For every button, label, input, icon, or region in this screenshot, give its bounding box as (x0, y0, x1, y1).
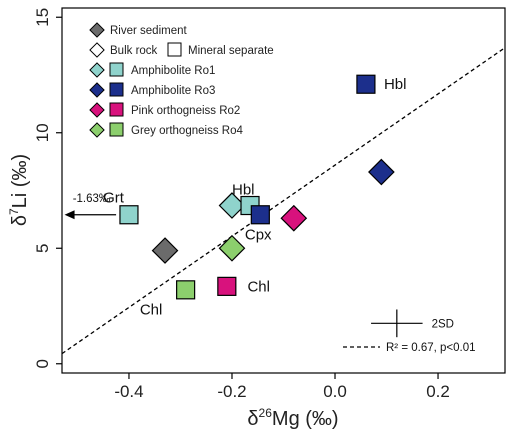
y-axis-label: δ7Li (‰) (7, 154, 31, 226)
legend-ro2-label: Pink orthogneiss Ro2 (131, 105, 240, 117)
x-tick-label: 0.2 (426, 382, 450, 401)
error-bar-group: 2SD R² = 0.67, p<0.01 (343, 309, 476, 354)
point-ro1-bulk-rock (218, 192, 246, 219)
mineral-label-chl: Chl (140, 301, 163, 318)
mineral-label-hbl: Hbl (384, 76, 407, 93)
plot-border (61, 7, 506, 374)
legend-ro1-square (109, 62, 124, 77)
data-points (119, 74, 395, 300)
error-bar-label: 2SD (432, 318, 454, 330)
legend-river-marker (89, 22, 105, 38)
legend-mineral-marker (167, 42, 182, 57)
point-ro3-bulk-rock (368, 158, 395, 186)
legend-ro1-diamond (89, 62, 105, 78)
legend-ro4-label: Grey orthogneiss Ro4 (131, 125, 243, 137)
regression-line-group: -1.63‰ (61, 47, 506, 355)
x-tick-label: 0.0 (323, 382, 347, 401)
point-ro1-mineral (119, 205, 139, 225)
mineral-label-chl: Chl (247, 278, 270, 295)
y-tick-label: 5 (33, 244, 52, 253)
y-tick-label: 10 (33, 123, 52, 142)
y-tick-label: 0 (33, 359, 52, 368)
y-tick-label: 15 (33, 8, 52, 27)
x-tick-label: -0.2 (217, 382, 246, 401)
legend-ro1-label: Amphibolite Ro1 (131, 65, 215, 77)
legend-river-label: River sediment (110, 25, 187, 37)
regression-line (61, 47, 506, 355)
mineral-label-hbl: Hbl (232, 181, 255, 198)
legend-ro3-square (109, 82, 124, 97)
x-axis-label: δ26Mg (‰) (247, 406, 338, 430)
mineral-label-cpx: Cpx (245, 226, 272, 243)
x-tick-label: -0.4 (114, 382, 143, 401)
point-ro3-mineral (250, 205, 270, 225)
point-ro3-mineral (356, 74, 376, 94)
point-ro4-mineral (176, 280, 196, 300)
legend-mineral-label: Mineral separate (188, 45, 274, 57)
legend-ro4-square (109, 122, 124, 137)
legend-ro4-diamond (89, 122, 105, 138)
point-river-bulk-rock (151, 237, 179, 264)
legend-ro2-diamond (89, 102, 105, 118)
mineral-annotations: Hbl Hbl Cpx Chl Chl Grt (103, 76, 406, 318)
arrow-label: -1.63‰ (73, 193, 111, 205)
axis-ticks: -0.4 -0.2 0.0 0.2 0 5 10 15 (33, 8, 450, 401)
legend: River sediment Bulk rock Mineral separat… (89, 22, 274, 138)
plot-frame (61, 7, 506, 374)
legend-bulk-label: Bulk rock (110, 45, 158, 57)
legend-ro3-label: Amphibolite Ro3 (131, 85, 215, 97)
regression-legend-label: R² = 0.67, p<0.01 (386, 342, 476, 354)
legend-ro3-diamond (89, 82, 105, 98)
point-ro2-bulk-rock (280, 204, 308, 232)
mineral-label-grt: Grt (103, 189, 125, 206)
point-ro4-bulk-rock (218, 234, 246, 262)
legend-bulk-marker (89, 42, 105, 58)
point-ro2-mineral (217, 276, 237, 296)
arrow-head (64, 210, 75, 220)
legend-ro2-square (109, 102, 124, 117)
